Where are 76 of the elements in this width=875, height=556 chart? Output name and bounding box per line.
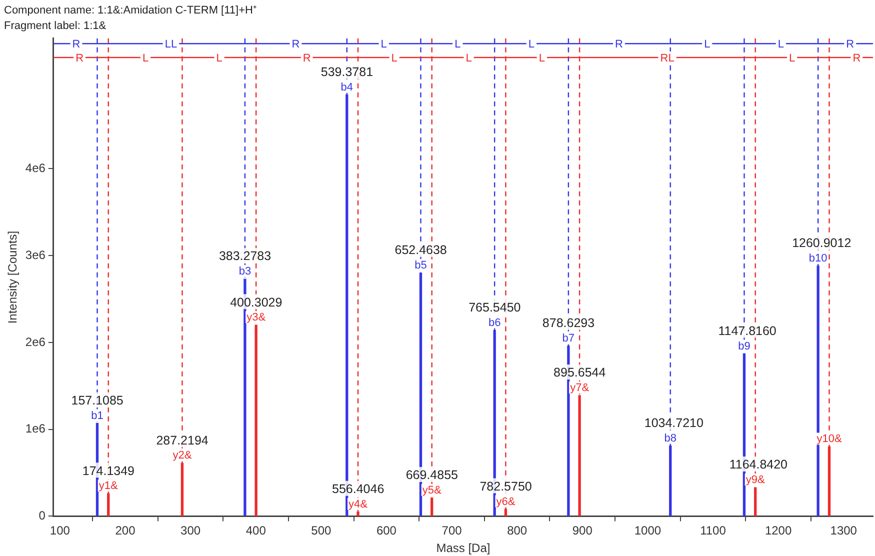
annotation: 400.3029 xyxy=(230,295,282,310)
y-tick-label: 3e6 xyxy=(25,248,46,262)
data-label: y3& xyxy=(246,312,266,324)
data-label: b10 xyxy=(808,252,828,265)
data-label: R xyxy=(852,52,861,65)
y-tick-label: 2e6 xyxy=(25,334,46,349)
annotation: 895.6544 xyxy=(554,366,606,380)
data-label: L xyxy=(216,52,222,65)
data-label: L xyxy=(778,38,784,51)
x-tick-label: 1100 xyxy=(700,524,726,538)
data-label: L xyxy=(454,38,461,51)
data-label: L xyxy=(391,52,398,65)
x-axis-title: Mass [Da] xyxy=(436,541,490,556)
data-label: R xyxy=(292,38,300,51)
data-label: R xyxy=(76,52,84,65)
annotation: 1147.8160 xyxy=(718,324,776,338)
data-label: y2& xyxy=(172,450,192,462)
data-label: b5 xyxy=(414,259,427,272)
data-label: y9& xyxy=(746,474,766,486)
annotation: 782.5750 xyxy=(480,479,532,494)
annotation: 1164.8420 xyxy=(729,458,788,472)
x-tick-label: 400 xyxy=(246,524,266,538)
data-label: L xyxy=(528,38,535,51)
data-label: y5& xyxy=(422,484,442,496)
data-label: y1& xyxy=(98,480,118,492)
annotation: 878.6293 xyxy=(542,316,595,330)
annotation: 652.4638 xyxy=(394,243,447,258)
annotation: 383.2783 xyxy=(218,249,272,264)
x-tick-label: 600 xyxy=(376,524,397,538)
annotation: 669.4855 xyxy=(406,468,458,482)
annotation: 1260.9012 xyxy=(792,236,852,250)
data-label: y6& xyxy=(496,496,516,508)
chart-title: Component name: 1:1&:Amidation C-TERM [11]+H⁺ xyxy=(4,4,257,17)
data-label: b4 xyxy=(340,81,354,94)
annotation: 157.1085 xyxy=(71,393,124,408)
x-tick-label: 500 xyxy=(311,524,332,538)
data-label: y10& xyxy=(816,433,842,446)
data-label: LL xyxy=(164,38,178,51)
x-tick-label: 1000 xyxy=(634,524,662,538)
x-tick-label: 900 xyxy=(572,524,593,538)
x-tick-label: 800 xyxy=(507,524,528,538)
data-label: b6 xyxy=(488,316,501,329)
data-label: y7& xyxy=(570,382,590,394)
annotation: 539.3781 xyxy=(320,65,374,80)
data-label: R xyxy=(302,52,311,65)
annotation: 1034.7210 xyxy=(644,416,704,430)
y-tick-label: 1e6 xyxy=(25,422,46,436)
x-tick-label: 300 xyxy=(180,524,201,538)
data-label: b9 xyxy=(738,340,750,352)
x-tick-label: 1200 xyxy=(764,524,792,538)
data-label: R xyxy=(614,38,623,51)
x-tick-label: 700 xyxy=(442,524,462,538)
y-tick-label: 4e6 xyxy=(25,161,46,176)
annotation: 287.2194 xyxy=(156,433,208,448)
chart-subtitle: Fragment label: 1:1& xyxy=(4,20,107,32)
x-tick-label: 200 xyxy=(115,524,136,538)
annotation: 556.4046 xyxy=(332,482,384,496)
data-label: R xyxy=(846,38,854,51)
y-axis-title: Intensity [Counts] xyxy=(6,230,20,324)
data-label: b3 xyxy=(238,266,252,278)
x-tick-label: 1300 xyxy=(830,524,858,538)
data-label: L xyxy=(704,38,710,51)
data-label: b8 xyxy=(664,432,676,444)
data-label: R xyxy=(72,38,80,51)
data-label: L xyxy=(380,38,387,51)
data-label: b1 xyxy=(91,410,104,422)
data-label: L xyxy=(538,52,545,65)
y-tick-label: 0 xyxy=(38,508,46,523)
data-label: L xyxy=(788,52,796,65)
data-label: b7 xyxy=(562,332,575,344)
data-label: L xyxy=(142,52,149,65)
x-tick-label: 100 xyxy=(50,524,70,538)
data-label: L xyxy=(466,52,472,65)
annotation: 765.5450 xyxy=(468,300,521,314)
annotation: 174.1349 xyxy=(82,464,135,478)
data-label: y4& xyxy=(348,498,368,510)
